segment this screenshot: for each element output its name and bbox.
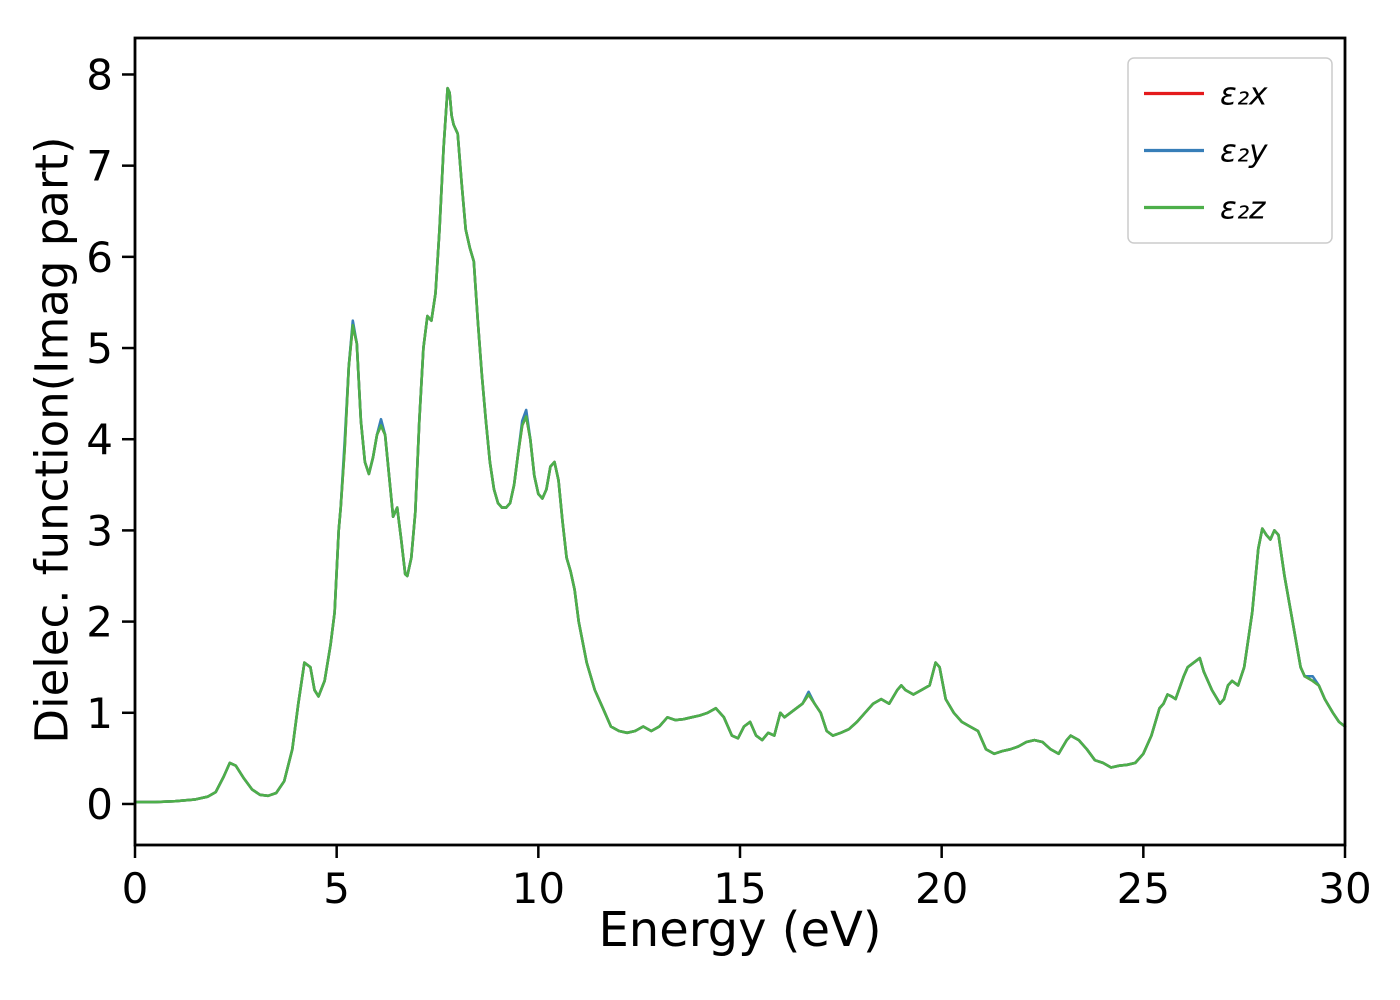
x-tick-label: 30 <box>1318 864 1371 913</box>
legend-label: ε₂y <box>1220 134 1268 170</box>
y-tick-label: 8 <box>86 50 113 99</box>
y-tick-label: 3 <box>86 506 113 555</box>
y-tick-label: 6 <box>86 233 113 282</box>
legend <box>1127 57 1333 244</box>
y-tick-label: 0 <box>86 780 113 829</box>
x-tick-label: 0 <box>122 864 149 913</box>
plot-border <box>133 36 1347 847</box>
y-tick-label: 7 <box>86 142 113 191</box>
x-tick-label: 5 <box>323 864 350 913</box>
x-tick-label: 20 <box>915 864 968 913</box>
y-axis-label: Dielec. function(Imag part) <box>25 136 79 744</box>
legend-label: ε₂x <box>1220 77 1268 113</box>
x-axis-label: Energy (eV) <box>598 902 882 958</box>
y-tick-label: 5 <box>86 324 113 373</box>
x-tick-label: 10 <box>512 864 565 913</box>
x-tick-label: 25 <box>1117 864 1170 913</box>
y-tick-label: 2 <box>86 598 113 647</box>
y-tick-label: 4 <box>86 415 113 464</box>
series-line-e2z <box>133 86 1347 804</box>
legend-label: ε₂z <box>1220 191 1266 227</box>
x-tick-label: 15 <box>713 864 766 913</box>
y-tick-label: 1 <box>86 689 113 738</box>
